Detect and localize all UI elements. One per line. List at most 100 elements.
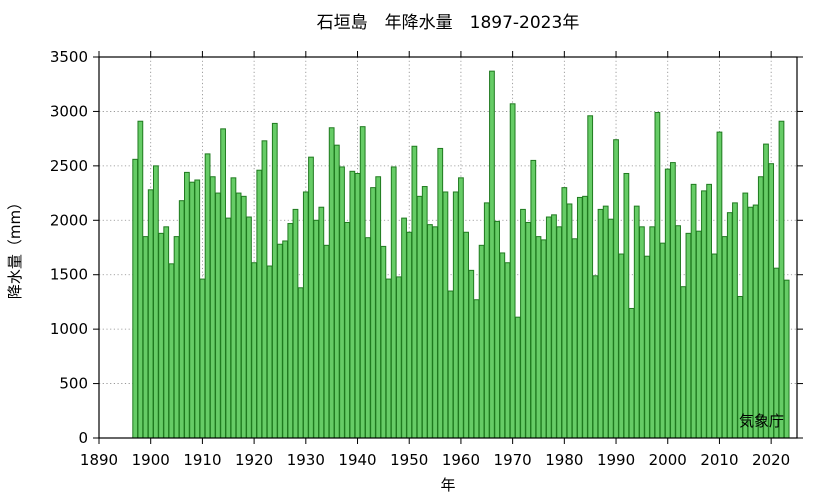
- bar-1923: [266, 265, 273, 439]
- bar-2016: [747, 206, 754, 439]
- bar-1950: [406, 231, 413, 439]
- bar-2011: [721, 236, 728, 439]
- bar-1989: [607, 218, 614, 439]
- bar-1979: [556, 226, 563, 439]
- bar-2009: [711, 253, 718, 439]
- bar-1919: [246, 216, 252, 439]
- bar-1987: [597, 208, 604, 439]
- bar-1901: [153, 165, 159, 439]
- bar-1951: [411, 145, 418, 439]
- bar-1994: [633, 205, 640, 439]
- bar-1928: [292, 208, 299, 439]
- bar-1955: [432, 226, 438, 439]
- bar-1932: [313, 219, 320, 439]
- plot-frame: [98, 56, 798, 439]
- bar-1980: [561, 187, 568, 439]
- bar-1899: [142, 236, 149, 439]
- bar-1940: [354, 172, 361, 439]
- bar-1935: [328, 127, 335, 439]
- y-tick-label: 2000: [50, 211, 88, 229]
- bar-1925: [277, 243, 283, 439]
- bar-1929: [297, 287, 304, 439]
- bar-1965: [483, 202, 490, 439]
- bar-1914: [220, 128, 226, 439]
- x-tick-label: 1930: [287, 451, 325, 469]
- y-tick-label: 500: [59, 375, 88, 393]
- x-tick-label: 2020: [752, 451, 790, 469]
- bar-1982: [571, 238, 578, 439]
- bar-1953: [421, 186, 428, 439]
- bar-2022: [778, 120, 785, 439]
- bar-1910: [199, 278, 206, 439]
- bar-1998: [654, 112, 661, 439]
- x-tick-label: 2000: [649, 451, 687, 469]
- bar-1993: [628, 307, 635, 439]
- bar-1995: [639, 226, 645, 439]
- bar-1949: [401, 217, 407, 439]
- bar-1933: [318, 206, 325, 439]
- bar-1924: [271, 122, 278, 439]
- bar-1992: [623, 172, 630, 439]
- bar-1921: [256, 169, 263, 439]
- bar-1913: [215, 192, 221, 439]
- bar-1961: [463, 231, 469, 439]
- bar-1943: [370, 187, 376, 439]
- bar-1991: [618, 253, 625, 439]
- bar-1985: [587, 115, 594, 439]
- bar-1948: [396, 276, 402, 439]
- bar-1956: [437, 147, 444, 439]
- x-tick-label: 1990: [597, 451, 635, 469]
- bar-1922: [261, 140, 268, 439]
- bar-1938: [344, 221, 351, 439]
- x-tick-label: 1950: [390, 451, 428, 469]
- bar-1942: [364, 237, 371, 439]
- bar-2010: [716, 131, 723, 439]
- bar-2023: [783, 279, 790, 439]
- bar-1967: [494, 220, 500, 439]
- bar-1915: [225, 217, 232, 439]
- bar-1984: [582, 195, 588, 439]
- bar-1974: [530, 159, 537, 439]
- bar-2018: [757, 176, 764, 439]
- bar-1963: [473, 299, 480, 439]
- bar-layer: [132, 70, 790, 439]
- bar-2006: [695, 230, 702, 439]
- bar-1903: [163, 226, 170, 439]
- bar-2001: [670, 162, 676, 439]
- bar-1898: [137, 120, 144, 439]
- bar-1968: [499, 252, 506, 439]
- x-tick-label: 1890: [80, 451, 118, 469]
- bar-1976: [540, 239, 547, 439]
- credit-label: 気象庁: [739, 412, 784, 430]
- bar-1981: [566, 203, 573, 439]
- bar-2007: [701, 190, 707, 439]
- bar-2000: [664, 168, 671, 439]
- bar-1936: [333, 144, 340, 439]
- y-tick-label: 1500: [50, 266, 88, 284]
- bar-1944: [375, 176, 382, 439]
- bar-1934: [323, 244, 330, 439]
- y-tick-label: 2500: [50, 157, 88, 175]
- bar-1912: [209, 176, 216, 439]
- bar-1972: [520, 208, 526, 439]
- bar-1917: [235, 192, 242, 439]
- bar-1959: [452, 191, 459, 439]
- bar-1927: [287, 223, 294, 439]
- bar-1975: [535, 236, 542, 439]
- tick-layer: [93, 51, 803, 444]
- bar-1947: [390, 166, 397, 439]
- x-tick-label: 1920: [235, 451, 273, 469]
- bar-1904: [168, 263, 175, 439]
- bar-1977: [545, 216, 552, 439]
- x-tick-label: 1910: [183, 451, 221, 469]
- x-tick-label: 1980: [545, 451, 583, 469]
- bar-1960: [458, 177, 464, 439]
- bar-2002: [675, 225, 681, 439]
- x-tick-label: 1940: [338, 451, 376, 469]
- bar-1957: [442, 191, 449, 439]
- bar-1930: [302, 191, 309, 439]
- bar-1954: [427, 224, 433, 439]
- bar-1931: [308, 156, 314, 439]
- bar-1941: [359, 126, 366, 439]
